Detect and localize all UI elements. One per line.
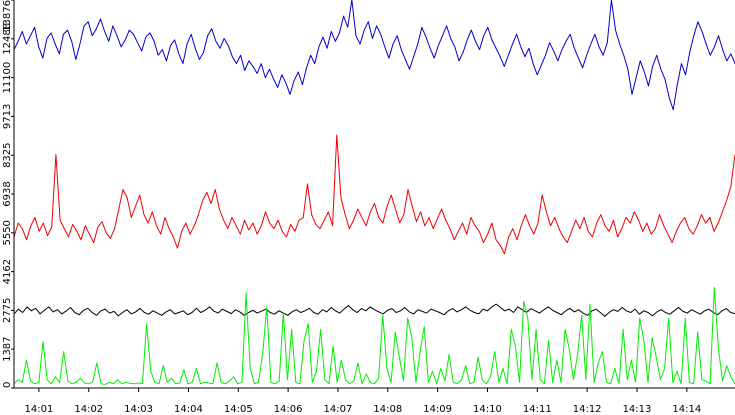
y-tick-label: 6938 (2, 181, 13, 206)
y-tick-label: 0 (2, 382, 13, 388)
y-tick-label: 13876 (2, 0, 13, 32)
x-tick-label: 14:08 (373, 404, 402, 415)
x-tick-label: 14:10 (473, 404, 502, 415)
x-tick-label: 14:04 (174, 404, 203, 415)
x-tick-label: 14:06 (274, 404, 303, 415)
series-line-3 (13, 303, 735, 317)
x-tick-label: 14:02 (74, 404, 103, 415)
x-tick-label: 14:09 (423, 404, 452, 415)
y-tick-label: 2775 (2, 298, 13, 323)
y-tick-label: 11100 (2, 62, 13, 94)
series-line-4 (13, 286, 735, 385)
x-tick-label: 14:07 (324, 404, 353, 415)
y-tick-label: 9713 (2, 104, 13, 129)
x-tick-label: 14:14 (672, 404, 701, 415)
y-tick-label: 4162 (2, 259, 13, 284)
x-tick-label: 14:13 (623, 404, 652, 415)
y-tick-label: 1387 (2, 336, 13, 361)
y-tick-label: 12488 (2, 23, 13, 55)
y-tick-label: 5550 (2, 220, 13, 245)
series-line-2 (13, 134, 735, 255)
series-layer (13, 0, 735, 385)
x-tick-label: 14:01 (25, 404, 54, 415)
x-tick-label: 14:12 (573, 404, 602, 415)
y-axis-ticks: 0 1387 2775 4162 5550 6938 8325 9713 11100 124881… (2, 0, 14, 389)
x-tick-label: 14:11 (523, 404, 552, 415)
x-tick-label: 14:03 (124, 404, 153, 415)
x-tick-label: 14:05 (224, 404, 253, 415)
y-tick-label: 8325 (2, 142, 13, 167)
series-line-1 (13, 0, 735, 111)
x-axis-ticks: 14:01 14:02 14:03 14:04 14:05 14:06 14:07 14:08… (25, 388, 701, 415)
